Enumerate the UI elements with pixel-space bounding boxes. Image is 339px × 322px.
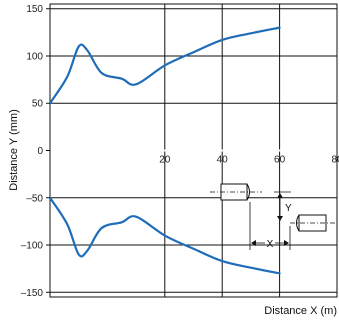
x-tick-label: 40 bbox=[217, 155, 229, 166]
x-tick-label: 60 bbox=[274, 155, 286, 166]
offset-diagram: Y X bbox=[210, 183, 337, 250]
y-tick-label: 100 bbox=[26, 51, 43, 62]
y-tick-label: –100 bbox=[21, 241, 44, 252]
y-tick-labels: 150 100 50 0 –50 –100 –150 bbox=[21, 4, 50, 299]
y-tick-label: 150 bbox=[26, 4, 43, 15]
x-offset-label: X bbox=[267, 239, 274, 250]
y-tick-label: –50 bbox=[26, 193, 43, 204]
series-group bbox=[48, 26, 281, 275]
y-tick-label: 50 bbox=[32, 99, 44, 110]
x-tick-label: 80 bbox=[331, 155, 339, 166]
series-line-1 bbox=[48, 26, 281, 105]
grid-lines bbox=[50, 4, 337, 297]
y-tick-label: –150 bbox=[21, 288, 44, 299]
series-line-2 bbox=[48, 196, 281, 275]
x-axis-label: Distance X (m) bbox=[264, 305, 337, 317]
x-tick-label: 20 bbox=[159, 155, 171, 166]
y-axis-label: Distance Y (mm) bbox=[8, 109, 20, 191]
shaft-right bbox=[290, 214, 337, 232]
shaft-left bbox=[210, 183, 262, 201]
y-offset-label: Y bbox=[285, 203, 292, 214]
y-tick-label: 0 bbox=[37, 146, 43, 157]
x-tick-labels: 20 40 60 80 bbox=[159, 155, 339, 166]
